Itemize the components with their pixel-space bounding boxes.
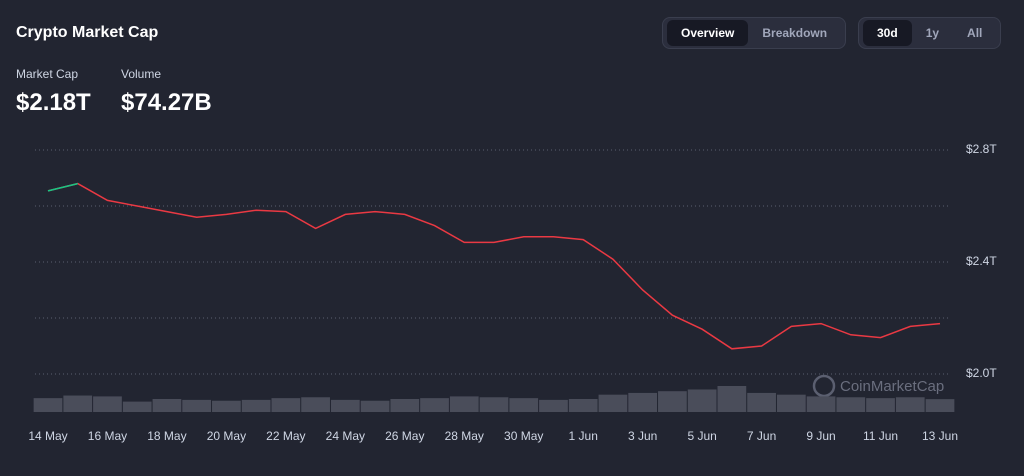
x-tick-label: 1 Jun <box>569 429 598 443</box>
line-up-segment <box>47 182 78 192</box>
volume-bar <box>747 392 776 412</box>
x-tick-label: 22 May <box>266 429 305 443</box>
volume-bar <box>598 394 628 412</box>
tab[interactable]: Breakdown <box>762 26 828 40</box>
volume-bar <box>271 398 301 412</box>
stat-value: $74.27B <box>121 89 212 116</box>
line <box>47 182 941 350</box>
volume-bar <box>925 399 955 412</box>
volume-bar <box>836 397 866 412</box>
volume-bar <box>539 399 568 412</box>
volume-bar <box>806 396 836 412</box>
volume-bar <box>866 398 895 412</box>
x-tick-label: 28 May <box>445 429 484 443</box>
x-tick-label: 18 May <box>147 429 186 443</box>
volume-bar <box>420 398 449 412</box>
volume-bar <box>390 399 420 412</box>
volume-bar <box>479 397 509 412</box>
watermark-text: CoinMarketCap <box>840 378 944 395</box>
x-tick-label: 16 May <box>88 429 127 443</box>
x-tick-label: 11 Jun <box>863 429 898 443</box>
x-tick-label: 7 Jun <box>747 429 776 443</box>
tab[interactable]: 1y <box>925 26 940 40</box>
y-tick-label: $2.0T <box>966 366 997 380</box>
volume-bar <box>63 395 93 412</box>
volume-bar <box>658 391 687 412</box>
x-tick-label: 14 May <box>28 429 67 443</box>
volume-bar <box>330 399 360 412</box>
watermark: CoinMarketCap <box>812 374 944 398</box>
volume-bar <box>568 399 598 412</box>
volume-bar <box>93 396 122 412</box>
x-tick-label: 26 May <box>385 429 424 443</box>
y-tick-label: $2.4T <box>966 254 997 268</box>
x-tick-label: 20 May <box>207 429 246 443</box>
volume-bar <box>301 397 330 412</box>
x-tick-label: 13 Jun <box>922 429 958 443</box>
stat-label: Market Cap <box>16 67 79 81</box>
volume-bar <box>717 386 747 412</box>
volume-bar <box>182 399 212 412</box>
volume-bar <box>212 400 241 412</box>
volume-bar <box>241 399 271 412</box>
x-tick-label: 9 Jun <box>806 429 835 443</box>
stat: Market Cap $2.18T <box>16 67 91 117</box>
page-title: Crypto Market Cap <box>16 24 159 41</box>
stat-value: $2.18T <box>16 89 91 116</box>
volume-bar <box>509 398 539 412</box>
tab[interactable]: All <box>967 26 983 40</box>
x-tick-label: 30 May <box>504 429 543 443</box>
view-tabs: Overview Breakdown <box>662 17 847 49</box>
x-tick-label: 24 May <box>326 429 365 443</box>
volume-bar <box>628 392 658 412</box>
tab[interactable]: Overview <box>667 20 749 46</box>
tab[interactable]: 30d <box>863 20 912 46</box>
volume-bar <box>33 398 63 412</box>
volume-bar <box>776 394 806 412</box>
volume-bar <box>360 400 390 412</box>
volume-bar <box>122 401 152 412</box>
x-tick-label: 5 Jun <box>687 429 716 443</box>
volume-bar <box>449 396 479 412</box>
range-tabs: 30d 1y All <box>858 17 1002 49</box>
stat-label: Volume <box>121 67 162 81</box>
volume-bar <box>687 389 717 412</box>
y-tick-label: $2.8T <box>966 142 997 156</box>
x-tick-label: 3 Jun <box>628 429 657 443</box>
stat: Volume $74.27B <box>121 67 212 117</box>
volume-bar <box>895 397 925 412</box>
volume-bar <box>152 399 182 412</box>
